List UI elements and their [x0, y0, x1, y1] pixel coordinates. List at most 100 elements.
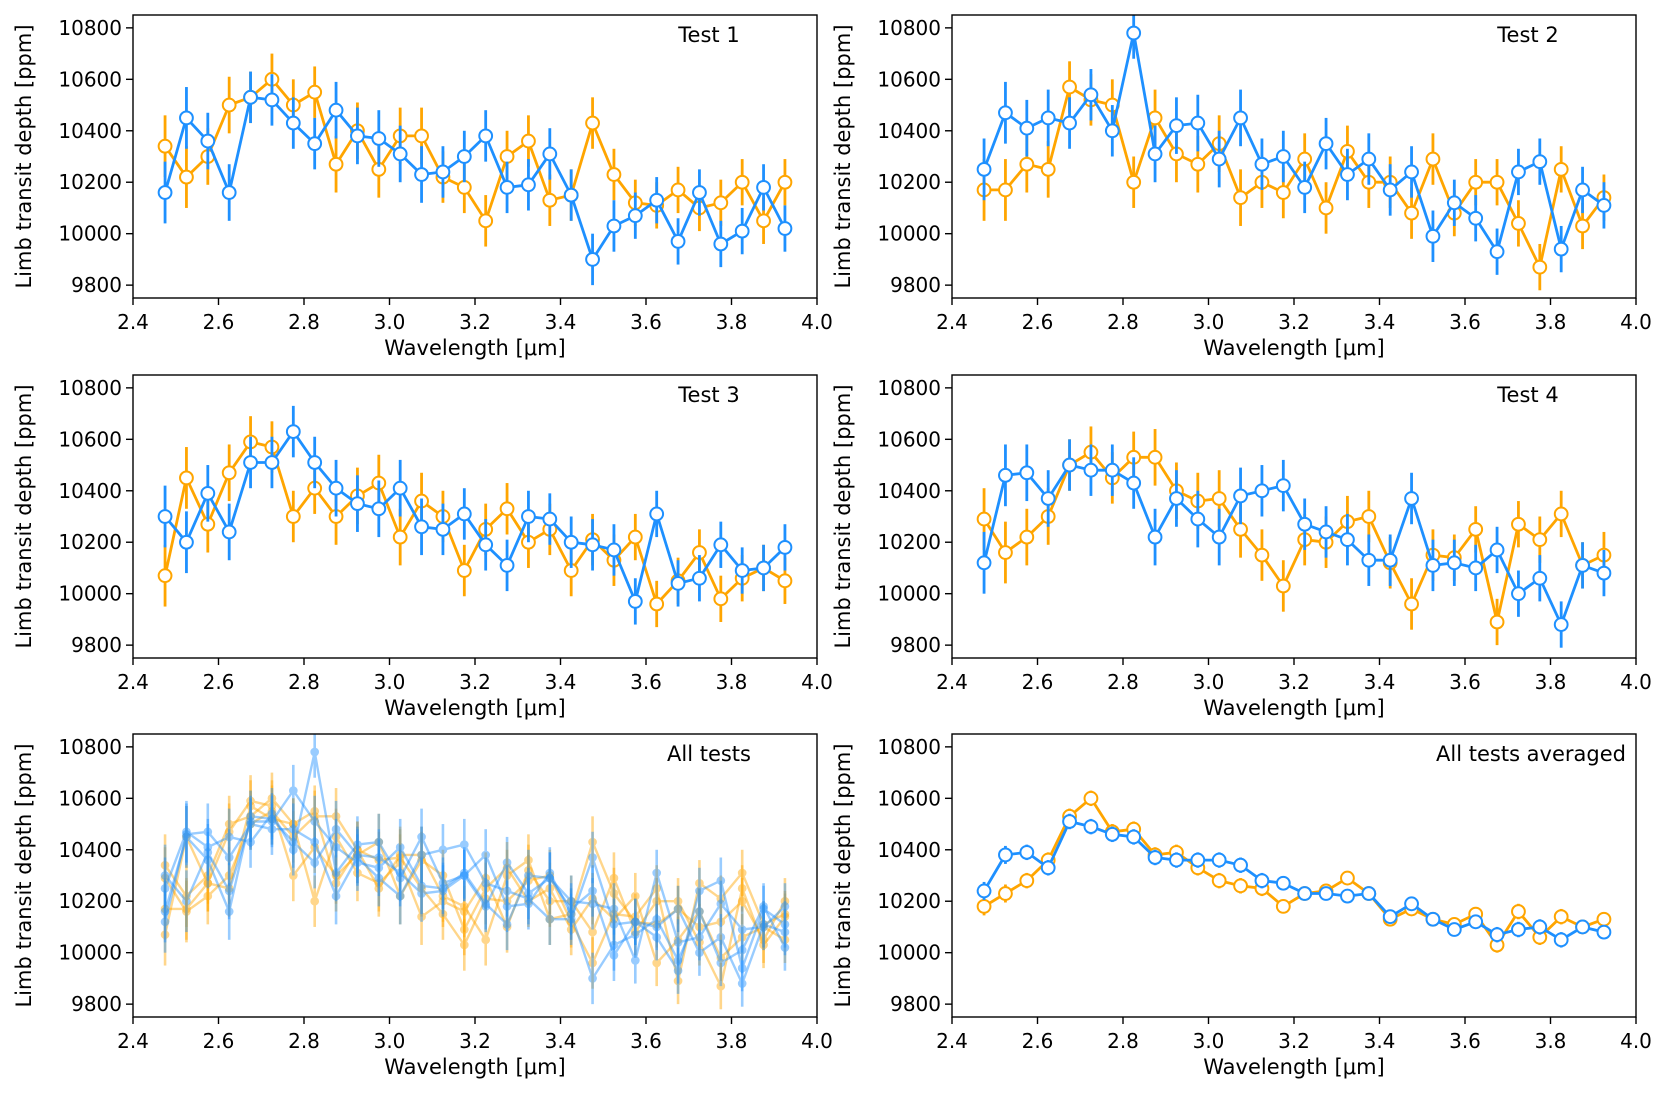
- data-point: [417, 832, 426, 842]
- plot-frame: [132, 733, 818, 1018]
- data-point: [417, 850, 426, 860]
- data-point: [524, 889, 533, 898]
- data-point: [545, 884, 555, 893]
- data-point: [630, 912, 640, 922]
- data-point: [459, 902, 469, 911]
- y-axis-label: Limb transit depth [ppm]: [12, 24, 36, 288]
- data-point: [264, 455, 280, 470]
- series-line: [165, 804, 786, 988]
- data-point: [224, 819, 234, 829]
- data-point: [716, 917, 726, 927]
- y-tick-label: 10800: [58, 376, 122, 400]
- data-point: [267, 817, 277, 826]
- data-point: [521, 133, 536, 149]
- y-tick-label: 10000: [877, 582, 941, 606]
- data-point: [1489, 614, 1505, 630]
- data-point: [374, 878, 384, 888]
- data-point: [374, 884, 384, 893]
- data-point: [998, 467, 1013, 483]
- series-line: [163, 77, 787, 223]
- data-point: [713, 236, 729, 252]
- data-point: [1297, 516, 1313, 532]
- data-point: [1511, 164, 1526, 180]
- series-line: [982, 450, 1605, 624]
- data-point: [737, 925, 747, 934]
- data-point: [246, 837, 255, 847]
- data-point: [609, 909, 619, 919]
- data-point: [392, 146, 408, 162]
- data-point: [1040, 491, 1056, 506]
- data-point: [353, 853, 362, 862]
- data-point: [1532, 532, 1548, 548]
- data-point: [606, 542, 622, 558]
- x-tick-label: 3.6: [630, 310, 662, 334]
- y-tick-label: 10400: [58, 838, 122, 862]
- data-point: [224, 853, 234, 862]
- series: [160, 772, 790, 966]
- data-point: [350, 496, 365, 512]
- y-tick-label: 10600: [58, 786, 122, 810]
- data-point: [456, 149, 472, 164]
- data-point: [499, 179, 515, 195]
- data-point: [524, 894, 533, 904]
- y-tick-label: 10200: [877, 170, 941, 194]
- x-tick-label: 3.8: [716, 1029, 748, 1053]
- data-point: [609, 950, 619, 960]
- x-tick-label: 3.4: [545, 670, 577, 694]
- x-tick-label: 3.0: [1193, 310, 1225, 334]
- data-point: [1404, 491, 1419, 506]
- data-point: [374, 855, 384, 865]
- x-tick-label: 3.2: [1278, 670, 1310, 694]
- data-point: [737, 932, 747, 942]
- data-point: [1596, 565, 1612, 581]
- data-point: [673, 966, 683, 976]
- data-point: [1361, 151, 1377, 167]
- data-point: [976, 161, 992, 177]
- data-point: [524, 871, 533, 880]
- data-point: [203, 878, 213, 888]
- y-tick-label: 10600: [58, 67, 122, 91]
- data-point: [1318, 200, 1334, 216]
- data-point: [310, 842, 320, 852]
- data-point: [478, 128, 494, 144]
- data-point: [478, 537, 494, 553]
- data-point: [737, 868, 747, 878]
- data-point: [1275, 578, 1291, 594]
- data-point: [1147, 146, 1163, 162]
- series-line: [982, 31, 1605, 254]
- data-point: [585, 115, 600, 131]
- data-point: [267, 814, 277, 824]
- data-point: [310, 837, 320, 847]
- data-point: [1211, 151, 1227, 167]
- series: [160, 798, 790, 1007]
- data-point: [1553, 617, 1569, 632]
- x-tick-label: 3.4: [545, 1029, 577, 1053]
- panel-annotation: All tests: [667, 742, 751, 766]
- data-point: [542, 146, 558, 162]
- data-point: [331, 868, 341, 878]
- data-point: [182, 827, 191, 837]
- panel-4: 2.4 2.6 2.8 3.0 3.2 3.4 3.6 3.8 4.0 9800 10000 1020…: [831, 374, 1652, 720]
- data-point: [585, 252, 600, 267]
- data-point: [353, 845, 362, 855]
- data-point: [695, 907, 704, 916]
- data-point: [331, 878, 341, 888]
- data-point: [395, 873, 405, 883]
- data-point: [1233, 110, 1248, 126]
- data-point: [1040, 110, 1056, 126]
- x-tick-label: 3.6: [1449, 1029, 1481, 1053]
- x-axis-label: Wavelength [μm]: [384, 1055, 565, 1079]
- data-point: [780, 896, 790, 906]
- data-point: [459, 940, 469, 950]
- data-point: [734, 223, 750, 239]
- series-line: [163, 799, 786, 965]
- data-point: [563, 534, 579, 550]
- data-point: [285, 509, 301, 524]
- data-point: [417, 850, 426, 860]
- series-line: [163, 822, 786, 985]
- series-line: [164, 797, 786, 941]
- data-point: [246, 819, 255, 829]
- data-point: [160, 930, 170, 940]
- data-point: [566, 896, 576, 906]
- data-point: [1275, 478, 1291, 494]
